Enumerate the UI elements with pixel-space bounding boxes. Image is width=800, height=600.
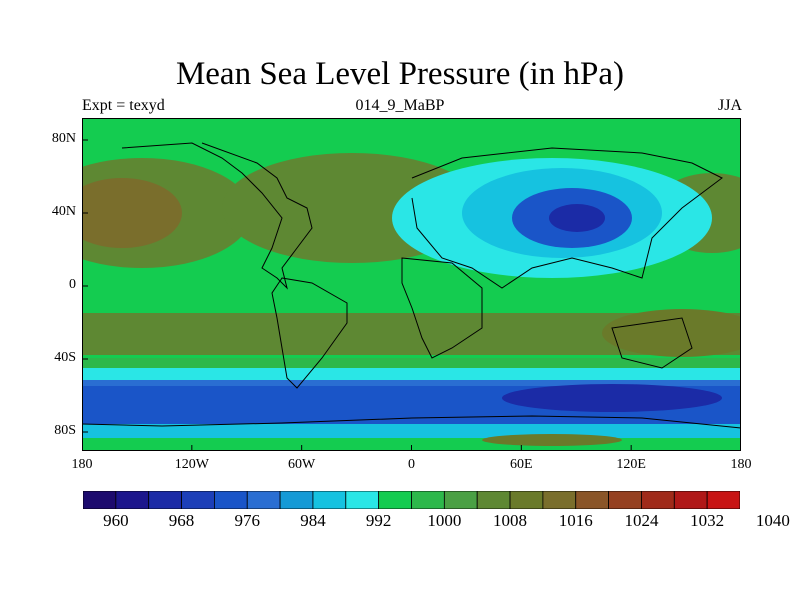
lat-label: 40S xyxy=(54,350,76,365)
colorbar-swatch xyxy=(542,491,577,509)
colorbar-swatch xyxy=(345,491,380,509)
colorbar-swatch xyxy=(608,491,642,509)
colorbar-swatch xyxy=(641,491,675,509)
colorbar-label: 1000 xyxy=(427,511,462,530)
colorbar-swatch xyxy=(411,491,445,509)
colorbar-swatch xyxy=(575,491,609,509)
lat-label: 0 xyxy=(69,277,76,292)
lat-label: 80N xyxy=(51,131,76,146)
colorbar-label: 1040 xyxy=(755,511,790,530)
colorbar-label: 1008 xyxy=(493,511,528,530)
colorbar-swatch xyxy=(673,491,708,509)
colorbar-swatch xyxy=(246,491,281,509)
map-ticks xyxy=(82,139,741,451)
contour-fill xyxy=(82,118,741,451)
colorbar-label: 968 xyxy=(168,511,195,530)
colorbar-swatch xyxy=(279,491,314,509)
colorbar-swatch xyxy=(115,491,150,509)
pacific-high-core xyxy=(82,178,182,248)
antarctic-high xyxy=(482,434,622,446)
colorbar-swatch xyxy=(476,491,511,509)
australia xyxy=(611,317,693,369)
season-label: JJA xyxy=(717,97,742,114)
lon-label: 120W xyxy=(174,457,209,472)
north-america xyxy=(121,142,313,290)
south-america xyxy=(271,277,348,389)
time-label: 014_9_MaBP xyxy=(355,97,445,114)
colorbar-label: 984 xyxy=(300,511,326,530)
band-996 xyxy=(82,424,741,438)
lon-label: 120E xyxy=(616,457,646,472)
colorbar-swatch xyxy=(378,491,412,509)
colorbar-label: 960 xyxy=(103,511,129,530)
colorbar-label: 1016 xyxy=(558,511,593,530)
colorbar-label: 992 xyxy=(365,511,392,530)
coastlines xyxy=(82,142,741,429)
australian-high xyxy=(602,309,741,357)
colorbar-label: 1024 xyxy=(624,511,659,530)
lon-label: 0 xyxy=(408,457,415,472)
colorbar-swatch xyxy=(213,491,248,509)
colorbar-label: 976 xyxy=(234,511,261,530)
colorbar-swatch xyxy=(83,491,117,509)
colorbar-swatch xyxy=(148,491,182,509)
band-1004 xyxy=(82,358,741,368)
colorbar-swatch xyxy=(181,491,215,509)
colorbar-swatch xyxy=(443,491,478,509)
lat-label: 40N xyxy=(51,204,76,219)
colorbar-swatch xyxy=(509,491,544,509)
lon-label: 60E xyxy=(510,457,533,472)
colorbar xyxy=(83,491,740,509)
lon-label: 60W xyxy=(288,457,316,472)
africa xyxy=(401,257,483,359)
antarctica xyxy=(82,415,741,429)
lat-label: 80S xyxy=(54,423,76,438)
asian-low-core xyxy=(549,204,605,232)
lon-label: 180 xyxy=(730,457,752,472)
colorbar-label: 1032 xyxy=(690,511,725,530)
pressure-map xyxy=(82,118,741,451)
lon-label: 180 xyxy=(71,457,93,472)
trough-core xyxy=(502,384,722,412)
colorbar-swatch xyxy=(706,491,740,509)
experiment-label: Expt = texyd xyxy=(82,97,165,114)
eurasia xyxy=(411,147,723,289)
colorbar-swatch xyxy=(312,491,347,509)
map-title: Mean Sea Level Pressure (in hPa) xyxy=(175,56,625,92)
